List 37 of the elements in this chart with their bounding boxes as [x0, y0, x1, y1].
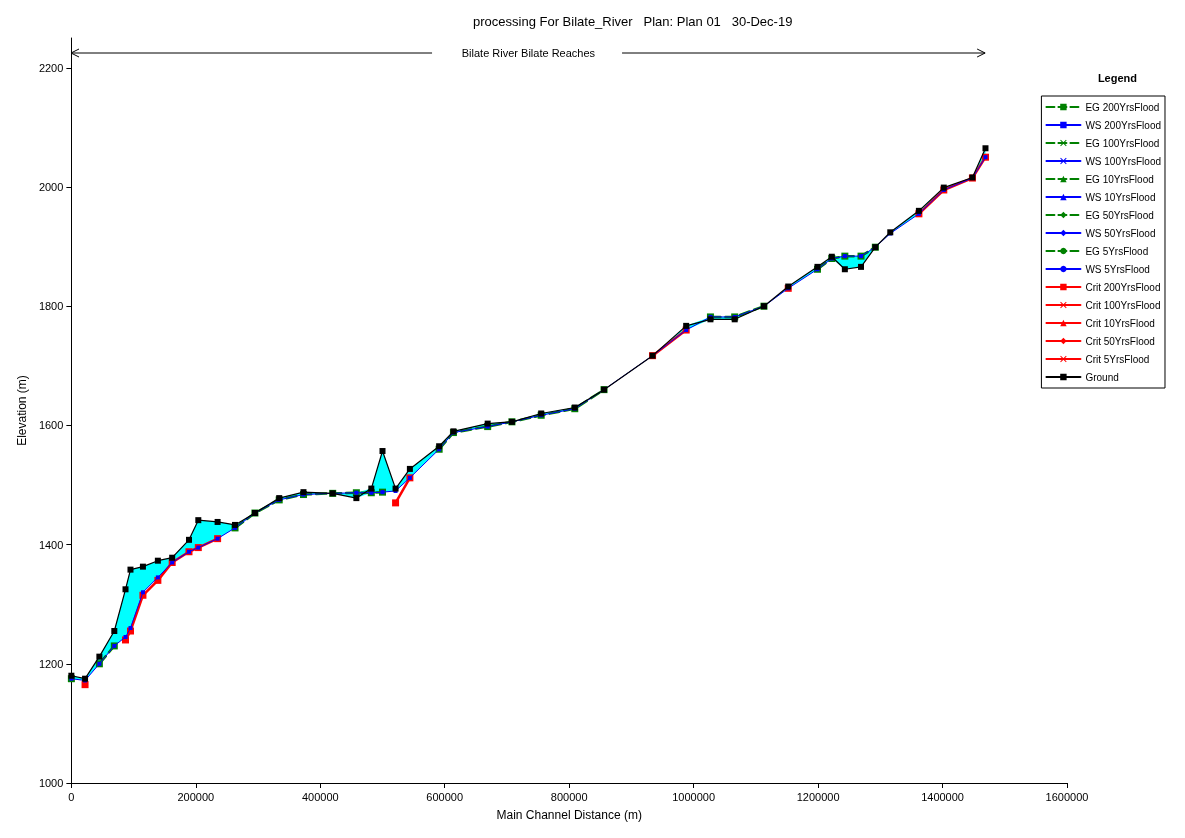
legend-label: Crit 5YrsFlood	[1085, 353, 1150, 365]
legend-label: WS 50YrsFlood	[1085, 227, 1156, 239]
x-tick-label: 0	[68, 790, 75, 803]
legend-label: Crit 200YrsFlood	[1085, 281, 1161, 293]
annotation: Bilate River Bilate Reaches	[455, 45, 602, 60]
x-tick-label: 200000	[177, 790, 215, 803]
legend-label: EG 50YrsFlood	[1085, 209, 1154, 221]
legend-title: Legend	[1097, 71, 1138, 84]
legend-label: EG 200YrsFlood	[1085, 101, 1160, 113]
x-tick-label: 1400000	[921, 790, 964, 803]
legend-label: WS 10YrsFlood	[1085, 191, 1156, 203]
x-tick-label: 1000000	[672, 790, 716, 803]
legend-label: WS 200YrsFlood	[1085, 119, 1162, 131]
legend-label: Crit 50YrsFlood	[1085, 335, 1155, 347]
y-tick-label: 1400	[38, 538, 64, 551]
x-tick-label: 800000	[550, 790, 588, 803]
y-axis-title: Elevation (m)	[15, 375, 29, 446]
legend-label: EG 100YrsFlood	[1085, 137, 1160, 149]
x-tick-label: 1200000	[796, 790, 840, 803]
x-axis-title: Main Channel Distance (m)	[496, 808, 642, 822]
y-tick-label: 2200	[38, 61, 64, 74]
legend-label: Ground	[1085, 371, 1119, 383]
y-tick-label: 1800	[38, 300, 64, 313]
x-tick-label: 400000	[301, 790, 339, 803]
y-tick-label: 1600	[38, 419, 64, 432]
x-tick-label: 600000	[426, 790, 464, 803]
legend-label: EG 10YrsFlood	[1085, 173, 1154, 185]
legend-label: WS 100YrsFlood	[1085, 155, 1162, 167]
legend-label: Crit 10YrsFlood	[1085, 317, 1155, 329]
legend-label: WS 5YrsFlood	[1085, 263, 1150, 275]
x-tick-label: 1600000	[1045, 790, 1089, 803]
legend-label: Crit 100YrsFlood	[1085, 299, 1161, 311]
chart-title: processing For Bilate_River Plan: Plan 01 30-Dec-19	[473, 14, 793, 29]
legend-label: EG 5YrsFlood	[1085, 245, 1149, 257]
y-tick-label: 1200	[38, 657, 64, 670]
y-tick-label: 2000	[38, 181, 64, 193]
y-tick-label: 1000	[38, 777, 64, 789]
